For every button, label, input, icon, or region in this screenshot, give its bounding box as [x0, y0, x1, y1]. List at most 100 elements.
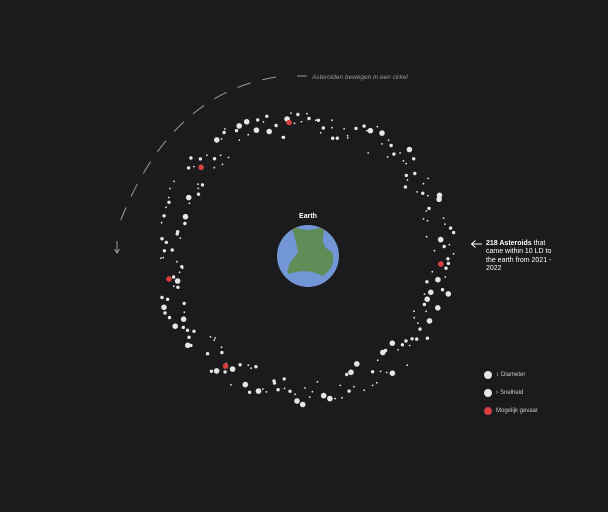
asteroid-dot — [436, 196, 442, 203]
asteroid-dot — [220, 346, 223, 349]
asteroid-dot — [319, 131, 322, 134]
asteroid-dot — [406, 146, 413, 153]
hazard-asteroid-dot — [286, 119, 292, 126]
asteroid-dot — [214, 137, 220, 143]
asteroid-dot — [425, 336, 430, 340]
asteroid-dot — [180, 265, 184, 269]
asteroid-dot — [311, 390, 314, 393]
asteroid-dot — [321, 126, 325, 130]
asteroid-dot — [366, 129, 368, 132]
asteroid-dot — [188, 202, 191, 205]
asteroid-dot — [205, 352, 210, 356]
hazard-asteroid-dot — [166, 276, 172, 282]
asteroid-dot — [376, 359, 379, 362]
asteroid-dot — [435, 305, 441, 311]
asteroid-dot — [212, 157, 217, 161]
asteroid-dot — [253, 127, 260, 133]
legend-item-speed: › Snelheid — [484, 384, 538, 402]
asteroid-dot — [185, 194, 192, 201]
asteroid-dot — [347, 389, 351, 393]
asteroid-dot — [198, 157, 203, 161]
asteroid-ring — [160, 112, 456, 408]
asteroid-dot — [187, 335, 191, 339]
asteroid-dot — [167, 196, 170, 199]
asteroid-dot — [452, 252, 455, 255]
asteroid-dot — [160, 221, 163, 224]
asteroid-dot — [185, 328, 190, 332]
asteroid-dot — [219, 154, 222, 157]
asteroid-dot — [346, 134, 349, 137]
asteroid-dot — [446, 261, 451, 266]
asteroid-dot — [169, 187, 171, 190]
asteroid-dot — [403, 185, 408, 189]
asteroid-dot — [247, 364, 250, 367]
asteroid-dot — [236, 123, 242, 129]
asteroid-dot — [426, 219, 429, 222]
asteroid-dot — [186, 166, 191, 170]
asteroid-dot — [247, 133, 250, 136]
asteroid-dot — [433, 249, 436, 252]
direction-arrow-icon — [114, 248, 120, 254]
asteroid-dot — [385, 371, 388, 374]
asteroid-dot — [425, 210, 428, 212]
asteroid-dot — [327, 395, 333, 402]
asteroid-dot — [339, 384, 342, 387]
asteroid-dot — [230, 383, 232, 386]
asteroid-dot — [193, 165, 195, 168]
asteroid-dot — [397, 348, 399, 351]
asteroid-dot — [331, 136, 335, 140]
asteroid-dot — [316, 380, 319, 383]
asteroid-dot — [162, 256, 165, 259]
asteroid-dot — [371, 384, 374, 387]
asteroid-dot — [179, 237, 182, 240]
asteroid-dot — [427, 194, 429, 197]
asteroid-dot — [283, 387, 286, 390]
asteroid-dot — [367, 127, 374, 134]
asteroid-dot — [171, 275, 176, 279]
asteroid-dot — [183, 311, 186, 314]
asteroid-dot — [424, 296, 431, 303]
asteroid-dot — [404, 339, 408, 343]
asteroid-dot — [299, 401, 306, 408]
asteroid-dot — [192, 329, 196, 333]
asteroid-dot — [380, 349, 386, 356]
asteroid-dot — [435, 276, 441, 283]
asteroid-dot — [425, 235, 428, 238]
asteroid-dot — [261, 388, 264, 390]
asteroid-dot — [162, 249, 167, 253]
asteroid-dot — [213, 166, 216, 169]
asteroid-dot — [185, 342, 191, 349]
legend-item-hazard: Mogelijk gevaar — [484, 402, 538, 420]
legend-diameter-label: Diameter — [501, 372, 526, 378]
asteroid-dot — [247, 390, 252, 394]
legend-hazard-label: Mogelijk gevaar — [496, 408, 539, 414]
asteroid-dot — [379, 130, 385, 136]
asteroid-dot — [425, 280, 429, 284]
asteroid-dot — [410, 337, 414, 341]
asteroid-dot — [345, 372, 349, 377]
asteroid-dot — [413, 316, 416, 319]
asteroid-dot — [348, 369, 354, 376]
asteroid-dot — [173, 180, 175, 183]
asteroid-dot — [162, 214, 166, 218]
asteroid-dot — [265, 391, 268, 393]
asteroid-dot — [404, 173, 408, 178]
asteroid-dot — [442, 217, 445, 220]
asteroid-dot — [296, 112, 300, 117]
asteroid-dot — [220, 138, 223, 140]
asteroid-dot — [389, 370, 396, 377]
asteroid-dot — [448, 243, 451, 246]
asteroid-dot — [406, 179, 409, 181]
asteroid-dot — [320, 392, 327, 399]
asteroid-dot — [331, 119, 333, 122]
earth-label: Earth — [299, 213, 317, 220]
asteroid-dot — [165, 297, 170, 301]
asteroid-dot — [437, 236, 444, 243]
asteroid-dot — [164, 240, 168, 245]
asteroid-dot — [444, 266, 448, 270]
asteroid-dot — [412, 157, 416, 161]
asteroid-dot — [160, 295, 164, 300]
asteroid-dot — [425, 310, 428, 313]
asteroid-dot — [221, 163, 224, 166]
